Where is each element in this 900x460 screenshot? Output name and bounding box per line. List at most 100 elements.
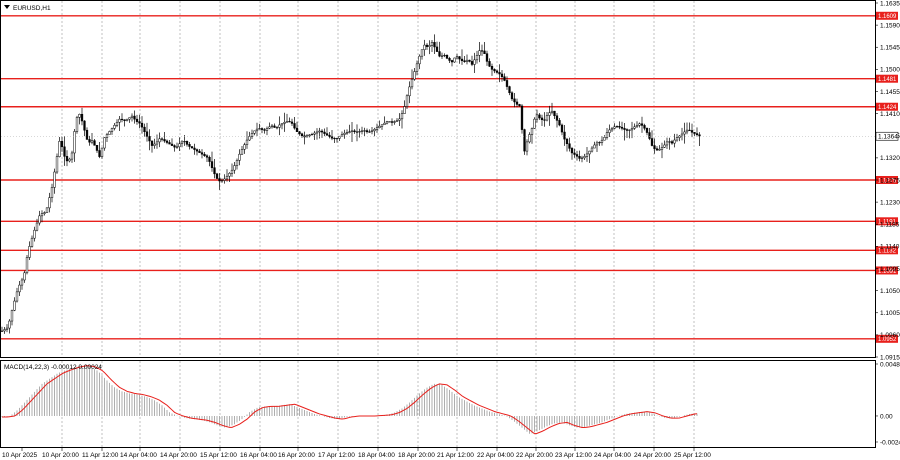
y-tick-label: 1.1545 [880, 45, 900, 52]
candle-body [95, 145, 99, 151]
candle-body [218, 178, 221, 182]
candle-body [140, 122, 144, 128]
candle-body [598, 142, 601, 144]
candle-body [48, 197, 51, 209]
candle-body [450, 60, 454, 63]
candle-body [68, 158, 71, 162]
candle-body [60, 141, 64, 148]
candle-body [590, 147, 594, 152]
x-tick-label: 11 Apr 12:00 [82, 452, 119, 459]
candle-body [155, 141, 159, 145]
candle-body [383, 122, 386, 125]
candle-body [260, 128, 264, 130]
candle-body [550, 110, 554, 113]
candle-body [495, 70, 499, 73]
candle-body [223, 178, 226, 181]
candle-body [93, 140, 96, 146]
candle-body [195, 149, 199, 152]
y-tick-label: 1.1320 [880, 155, 900, 162]
candle-body [330, 136, 334, 139]
candle-body [583, 156, 586, 159]
candle-body [643, 125, 646, 129]
candle-body [210, 161, 214, 168]
candle-body [165, 140, 169, 143]
x-tick-label: 14 Apr 20:00 [160, 452, 197, 459]
candle-body [630, 128, 634, 131]
candle-body [53, 171, 56, 188]
candle-body [618, 126, 621, 128]
x-tick-label: 25 Apr 12:00 [674, 452, 711, 459]
candle-body [458, 56, 461, 60]
candle-body [258, 128, 261, 130]
candle-body [8, 320, 11, 329]
candle-body [673, 139, 676, 144]
x-tick-label: 10 Apr 20:00 [42, 452, 79, 459]
x-tick-label: 21 Apr 12:00 [437, 452, 474, 459]
candle-body [418, 55, 421, 65]
candle-body [123, 119, 126, 121]
candle-body [78, 113, 81, 118]
candle-body [253, 130, 256, 134]
candle-body [85, 129, 89, 140]
candle-body [278, 124, 281, 128]
candle-body [343, 132, 346, 135]
candle-body [173, 145, 176, 148]
candle-body [98, 150, 101, 157]
candle-body [390, 121, 394, 123]
candle-body [45, 207, 49, 213]
candle-body [348, 131, 351, 133]
candle-body [18, 284, 21, 293]
candle-body [488, 61, 491, 67]
candle-body [428, 45, 431, 47]
triangle-down-icon[interactable] [4, 5, 10, 9]
candle-body [500, 73, 504, 77]
macd-y-tick-label: -0.00243 [880, 439, 900, 446]
candle-body [668, 141, 671, 143]
candle-body [665, 141, 669, 146]
level-tag [876, 246, 898, 255]
candle-body [115, 121, 119, 126]
level-tag-label: 1.1091 [878, 269, 897, 275]
macd-y-tick-label: 0.00485 [880, 361, 900, 368]
candle-body [90, 140, 94, 143]
candle-body [70, 152, 74, 160]
candle-body [623, 128, 626, 130]
candle-body [118, 118, 121, 123]
x-tick-label: 23 Apr 12:00 [555, 452, 592, 459]
candle-body [158, 138, 161, 143]
macd-panel [1, 365, 698, 435]
price-chart-title: EURUSD,H1 [13, 5, 51, 12]
candle-body [185, 141, 189, 145]
candle-body [298, 131, 301, 135]
y-tick-label: 1.1095 [880, 266, 900, 273]
candle-body [205, 155, 209, 158]
candle-body [160, 138, 164, 140]
price-y-axis: 1.1635 1.1590 1.1545 1.1500 1.1455 1.1410 1.13… [875, 0, 900, 361]
candle-body [120, 118, 124, 121]
candle-body [528, 134, 531, 143]
level-tag [876, 176, 898, 184]
candle-body [433, 42, 436, 48]
candle-body [470, 61, 474, 65]
candle-body [493, 69, 496, 72]
candle-body [135, 118, 139, 122]
level-tag [876, 334, 898, 343]
candle-body [530, 128, 534, 135]
y-tick-label: 1.1590 [880, 22, 900, 29]
y-tick-label: 1.1140 [880, 244, 900, 251]
candle-body [545, 115, 549, 121]
candle-body [660, 147, 664, 150]
x-tick-label: 17 Apr 12:00 [318, 452, 355, 459]
candle-body [363, 130, 366, 132]
candle-body [270, 125, 274, 128]
candle-body [350, 130, 354, 133]
candle-body [628, 129, 631, 131]
macd-y-tick-label: 0.00 [880, 413, 893, 420]
candle-body [50, 187, 54, 198]
candle-body [633, 126, 636, 129]
candle-body [20, 279, 24, 286]
candle-body [508, 86, 511, 93]
candle-body [365, 130, 369, 133]
candle-body [373, 129, 376, 132]
level-tag [876, 217, 898, 226]
